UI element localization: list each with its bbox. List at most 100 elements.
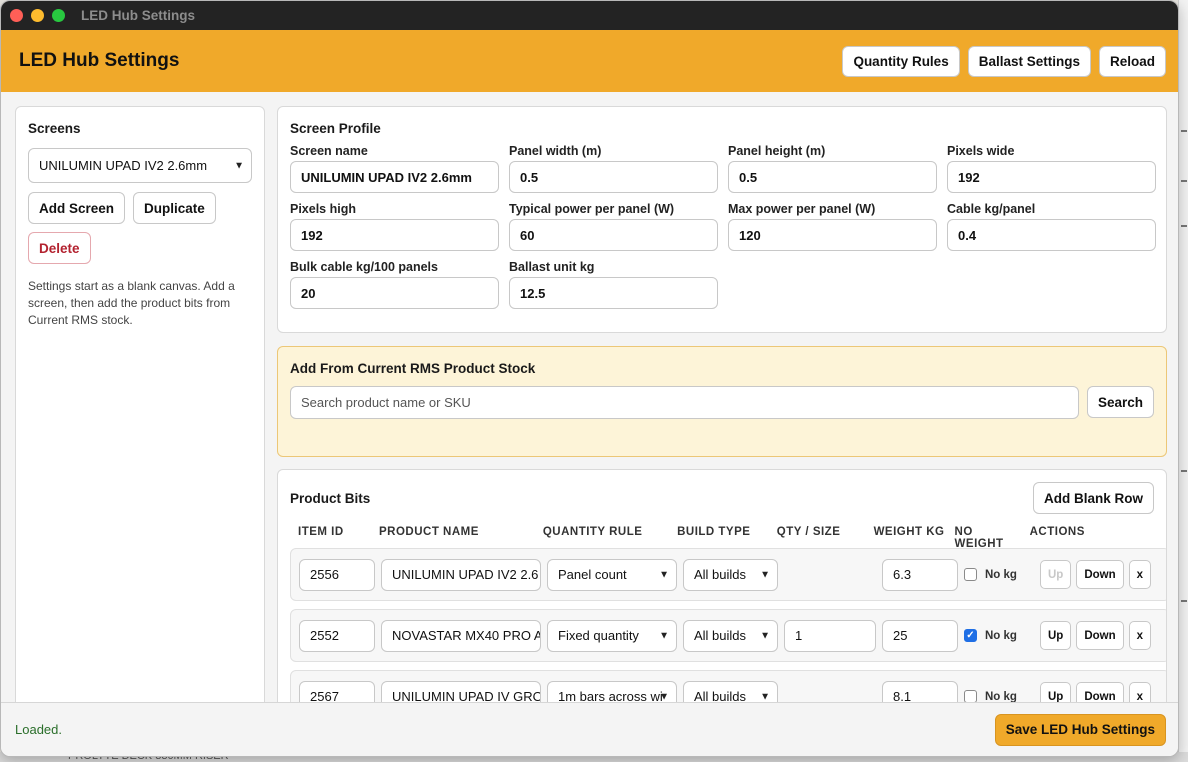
build-type-value: All builds	[683, 558, 778, 591]
main-content: Screens UNILUMIN UPAD IV2 2.6mm ▼ Add Sc…	[1, 92, 1178, 739]
no-weight-checkbox[interactable]	[964, 568, 977, 581]
field-label: Pixels high	[290, 202, 356, 216]
qty-size-input[interactable]: 1	[784, 619, 876, 652]
titlebar: LED Hub Settings	[1, 1, 1178, 30]
field-label: Pixels wide	[947, 144, 1015, 158]
build-type-select[interactable]: All builds ▼	[683, 619, 778, 652]
field-ballast-unit: Ballast unit kg 12.5	[509, 260, 718, 309]
typical-power-input[interactable]: 60	[509, 219, 718, 251]
bulk-cable-input[interactable]: 20	[290, 277, 499, 309]
ballast-unit-input[interactable]: 12.5	[509, 277, 718, 309]
field-label: Max power per panel (W)	[728, 202, 876, 216]
screen-select[interactable]: UNILUMIN UPAD IV2 2.6mm ▼	[28, 148, 252, 183]
rms-stock-panel: Add From Current RMS Product Stock Searc…	[277, 346, 1167, 457]
weight-input[interactable]: 25	[882, 619, 958, 652]
move-down-button[interactable]: Down	[1076, 621, 1124, 650]
item-id-input[interactable]: 2556	[299, 558, 375, 591]
field-label: Panel width (m)	[509, 144, 602, 158]
pixels-high-input[interactable]: 192	[290, 219, 499, 251]
column-header-product-name: PRODUCT NAME	[378, 526, 479, 538]
field-label: Typical power per panel (W)	[509, 202, 675, 216]
screens-panel: Screens UNILUMIN UPAD IV2 2.6mm ▼ Add Sc…	[15, 106, 265, 726]
table-row: 2556 UNILUMIN UPAD IV2 2.6 Panel count ▼…	[290, 548, 1166, 601]
move-up-button[interactable]: Up	[1040, 560, 1072, 589]
product-name-input[interactable]: NOVASTAR MX40 PRO A	[381, 619, 541, 652]
no-weight-toggle[interactable]: ✓ No kg	[964, 629, 1034, 642]
move-down-button[interactable]: Down	[1076, 560, 1124, 589]
add-screen-button[interactable]: Add Screen	[28, 192, 126, 224]
ballast-settings-button[interactable]: Ballast Settings	[967, 45, 1091, 77]
column-header-qty-size: QTY / SIZE	[776, 526, 841, 538]
delete-screen-button[interactable]: Delete	[28, 232, 91, 264]
help-text: Settings start as a blank canvas. Add a …	[28, 279, 235, 327]
table-row: 2552 NOVASTAR MX40 PRO A Fixed quantity …	[290, 609, 1166, 662]
column-header-quantity-rule: QUANTITY RULE	[542, 526, 643, 538]
cable-kg-panel-input[interactable]: 0.4	[947, 219, 1156, 251]
remove-row-button[interactable]: x	[1128, 560, 1152, 589]
field-label: Panel height (m)	[728, 144, 826, 158]
build-type-select[interactable]: All builds ▼	[683, 558, 778, 591]
close-window-button[interactable]	[10, 9, 23, 22]
minimize-window-button[interactable]	[31, 9, 44, 22]
screen-profile-panel: Screen Profile Screen name UNILUMIN UPAD…	[277, 106, 1167, 333]
background-window-strip: PROLYTE DECK 330MM RISER	[0, 752, 1188, 762]
duplicate-screen-button[interactable]: Duplicate	[133, 192, 216, 224]
field-typical-power: Typical power per panel (W) 60	[509, 202, 718, 251]
quantity-rule-select[interactable]: Panel count ▼	[547, 558, 677, 591]
page-title: LED Hub Settings	[19, 50, 180, 71]
weight-input[interactable]: 6.3	[882, 558, 958, 591]
max-power-input[interactable]: 120	[728, 219, 937, 251]
no-weight-toggle[interactable]: No kg	[964, 690, 1034, 703]
status-text: Loaded.	[15, 722, 62, 737]
no-kg-label: No kg	[985, 690, 1017, 703]
screen-name-input[interactable]: UNILUMIN UPAD IV2 2.6mm	[290, 161, 499, 193]
column-header-item-id: ITEM ID	[298, 526, 344, 538]
screens-title: Screens	[28, 121, 81, 136]
search-button[interactable]: Search	[1086, 386, 1154, 418]
rms-search-row: Search product name or SKU Search	[290, 386, 1154, 419]
panel-width-input[interactable]: 0.5	[509, 161, 718, 193]
maximize-window-button[interactable]	[52, 9, 65, 22]
rms-title: Add From Current RMS Product Stock	[290, 361, 536, 376]
column-header-actions: ACTIONS	[1029, 526, 1085, 538]
product-search-input[interactable]: Search product name or SKU	[290, 386, 1079, 419]
table-header: ITEM ID PRODUCT NAME QUANTITY RULE BUILD…	[290, 526, 1154, 550]
app-header: LED Hub Settings Quantity Rules Ballast …	[1, 30, 1178, 92]
field-panel-height: Panel height (m) 0.5	[728, 144, 937, 193]
product-bits-panel: Product Bits Add Blank Row ITEM ID PRODU…	[277, 469, 1167, 739]
window-title: LED Hub Settings	[81, 8, 195, 23]
quantity-rules-button[interactable]: Quantity Rules	[842, 45, 960, 77]
product-bits-header: Product Bits Add Blank Row	[290, 482, 1154, 514]
field-pixels-wide: Pixels wide 192	[947, 144, 1156, 193]
no-kg-label: No kg	[985, 568, 1017, 581]
background-text: PROLYTE DECK 330MM RISER	[68, 752, 229, 762]
remove-row-button[interactable]: x	[1128, 621, 1152, 650]
reload-button[interactable]: Reload	[1098, 45, 1166, 77]
field-label: Cable kg/panel	[947, 202, 1036, 216]
no-weight-checkbox-checked[interactable]: ✓	[964, 629, 977, 642]
row-actions: Up Down x	[1040, 560, 1160, 589]
quantity-rule-select[interactable]: Fixed quantity ▼	[547, 619, 677, 652]
column-header-build-type: BUILD TYPE	[677, 526, 751, 538]
field-cable-kg-panel: Cable kg/panel 0.4	[947, 202, 1156, 251]
field-bulk-cable: Bulk cable kg/100 panels 20	[290, 260, 499, 309]
panel-height-input[interactable]: 0.5	[728, 161, 937, 193]
quantity-rule-value: Panel count	[547, 558, 677, 591]
save-settings-button[interactable]: Save LED Hub Settings	[994, 713, 1166, 746]
field-pixels-high: Pixels high 192	[290, 202, 499, 251]
add-blank-row-button[interactable]: Add Blank Row	[1032, 482, 1154, 514]
pixels-wide-input[interactable]: 192	[947, 161, 1156, 193]
field-label: Ballast unit kg	[509, 260, 595, 274]
field-panel-width: Panel width (m) 0.5	[509, 144, 718, 193]
field-label: Bulk cable kg/100 panels	[290, 260, 438, 274]
no-weight-toggle[interactable]: No kg	[964, 568, 1034, 581]
window-controls	[10, 9, 65, 22]
screen-actions: Add Screen Duplicate	[28, 192, 252, 224]
header-actions: Quantity Rules Ballast Settings Reload	[842, 45, 1166, 77]
field-label: Screen name	[290, 144, 368, 158]
item-id-input[interactable]: 2552	[299, 619, 375, 652]
product-name-input[interactable]: UNILUMIN UPAD IV2 2.6	[381, 558, 541, 591]
move-up-button[interactable]: Up	[1040, 621, 1072, 650]
no-kg-label: No kg	[985, 629, 1017, 642]
